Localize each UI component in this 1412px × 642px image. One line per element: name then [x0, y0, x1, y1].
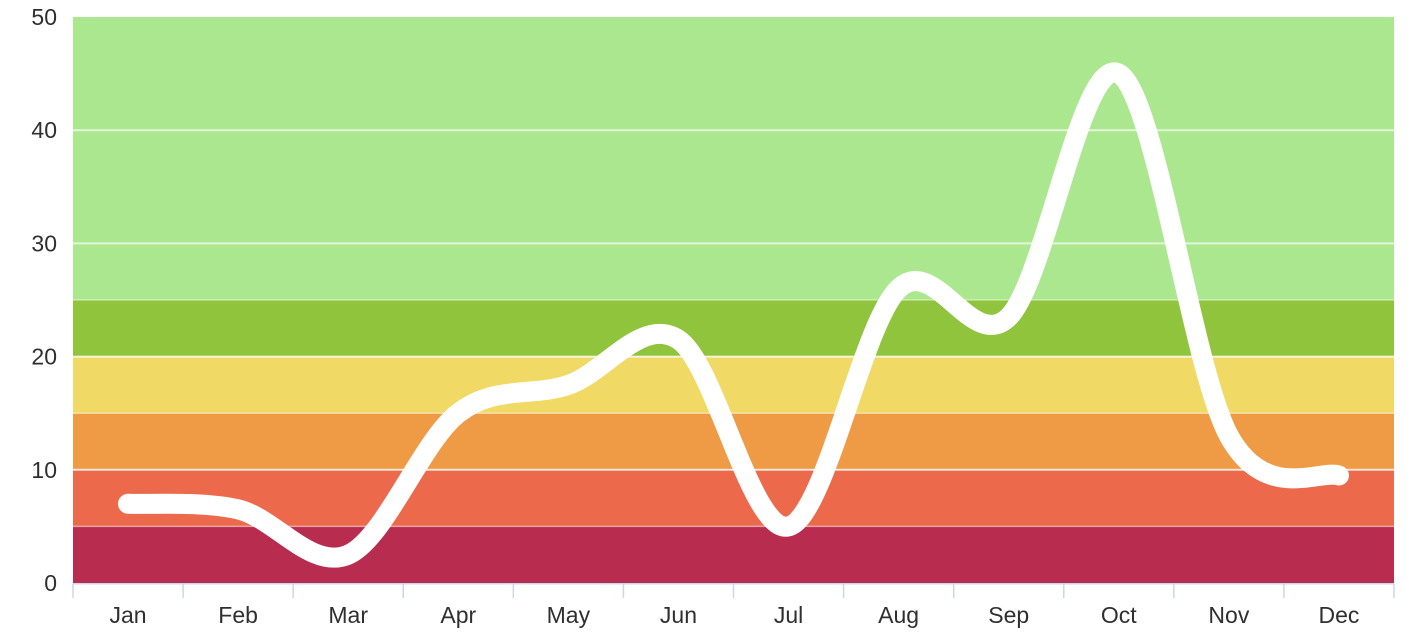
x-axis-label-jan: Jan	[109, 602, 146, 628]
plot-band-olive-green-band	[73, 300, 1394, 357]
x-axis-label-sep: Sep	[988, 602, 1029, 628]
x-axis-label-jul: Jul	[774, 602, 803, 628]
x-axis-label-apr: Apr	[440, 602, 476, 628]
y-axis-label-20: 20	[31, 344, 57, 370]
plot-band-tomato-band	[73, 469, 1394, 527]
x-axis-label-nov: Nov	[1208, 602, 1249, 628]
y-axis-label-40: 40	[31, 117, 57, 143]
x-axis-label-aug: Aug	[878, 602, 919, 628]
y-axis-label-0: 0	[44, 570, 57, 596]
plot-band-light-green-band	[73, 17, 1394, 300]
x-axis-label-feb: Feb	[218, 602, 258, 628]
x-axis-label-dec: Dec	[1319, 602, 1360, 628]
data-spline-monthly-value[interactable]	[118, 62, 1349, 568]
x-axis-label-jun: Jun	[660, 602, 697, 628]
y-axis-label-30: 30	[31, 230, 57, 256]
plot-band-yellow-band	[73, 356, 1394, 414]
x-axis-label-mar: Mar	[328, 602, 368, 628]
x-axis-label-may: May	[547, 602, 591, 628]
x-axis-label-oct: Oct	[1101, 602, 1137, 628]
y-axis-label-10: 10	[31, 457, 57, 483]
y-axis-label-50: 50	[31, 4, 57, 30]
